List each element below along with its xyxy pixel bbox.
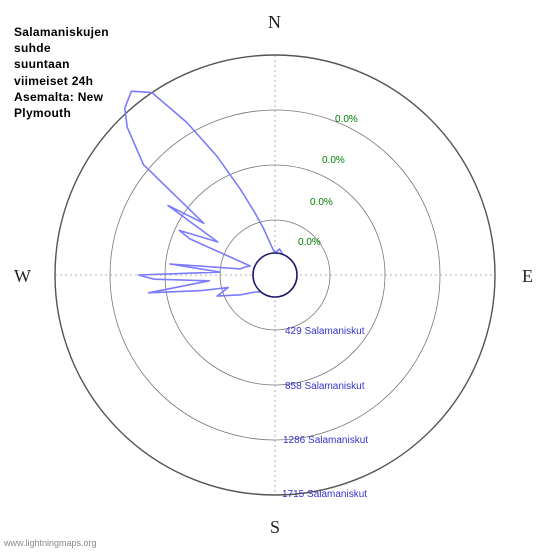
strike-count-label: 858 Salamaniskut xyxy=(285,381,365,392)
compass-n: N xyxy=(268,12,281,33)
title-line: viimeiset 24h xyxy=(14,73,109,89)
strike-count-label: 1715 Salamaniskut xyxy=(282,489,367,500)
compass-e: E xyxy=(522,266,533,287)
strike-count-label: 1286 Salamaniskut xyxy=(283,435,368,446)
title-line: suhde xyxy=(14,40,109,56)
footer-credit: www.lightningmaps.org xyxy=(4,538,97,548)
chart-title: Salamaniskujen suhde suuntaan viimeiset … xyxy=(14,24,109,121)
pct-label: 0.0% xyxy=(335,114,358,125)
title-line: Salamaniskujen xyxy=(14,24,109,40)
title-line: Asemalta: New xyxy=(14,89,109,105)
title-line: Plymouth xyxy=(14,105,109,121)
pct-label: 0.0% xyxy=(298,237,321,248)
pct-label: 0.0% xyxy=(322,155,345,166)
compass-s: S xyxy=(270,517,280,538)
pct-label: 0.0% xyxy=(310,197,333,208)
strike-count-label: 429 Salamaniskut xyxy=(285,326,365,337)
title-line: suuntaan xyxy=(14,56,109,72)
compass-w: W xyxy=(14,266,31,287)
